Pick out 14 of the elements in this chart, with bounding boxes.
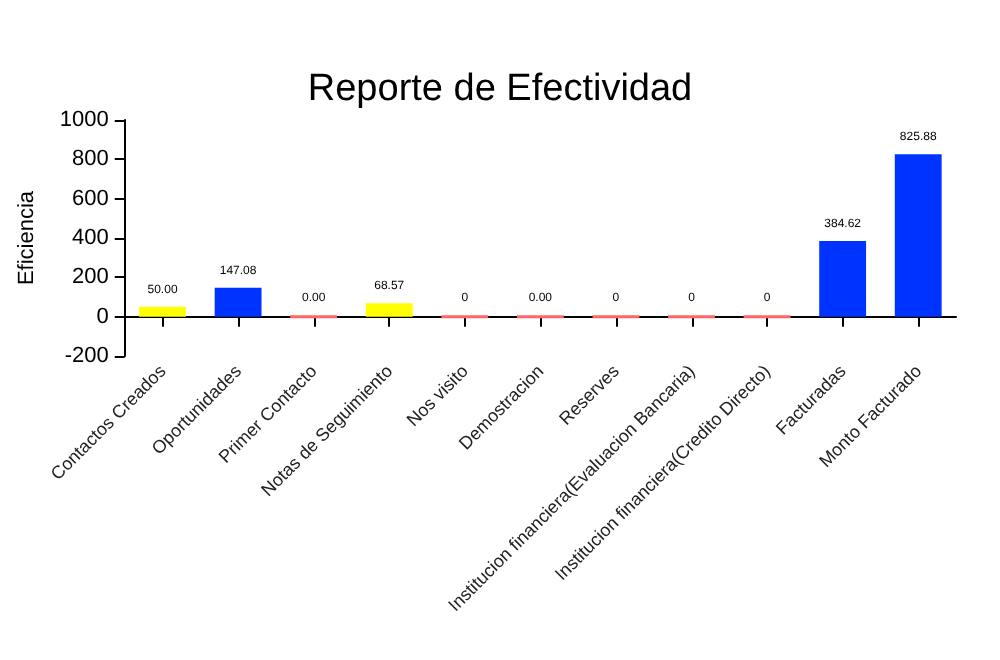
y-tick-label: 0: [96, 304, 109, 329]
bar: [214, 287, 262, 317]
y-tick-label: -200: [64, 344, 109, 368]
y-tick-label: 800: [72, 147, 109, 172]
y-tick-label: 1000: [59, 108, 109, 132]
y-tick-label: 400: [72, 226, 109, 250]
bar: [365, 303, 413, 317]
bar: [819, 241, 867, 317]
chart-title: Reporte de Efectividad: [307, 68, 693, 110]
bar: [139, 306, 186, 317]
y-axis-title: Eficiencia: [15, 189, 39, 286]
bar: [894, 154, 942, 317]
y-tick-label: 200: [72, 265, 109, 290]
y-tick-label: 600: [72, 186, 109, 211]
